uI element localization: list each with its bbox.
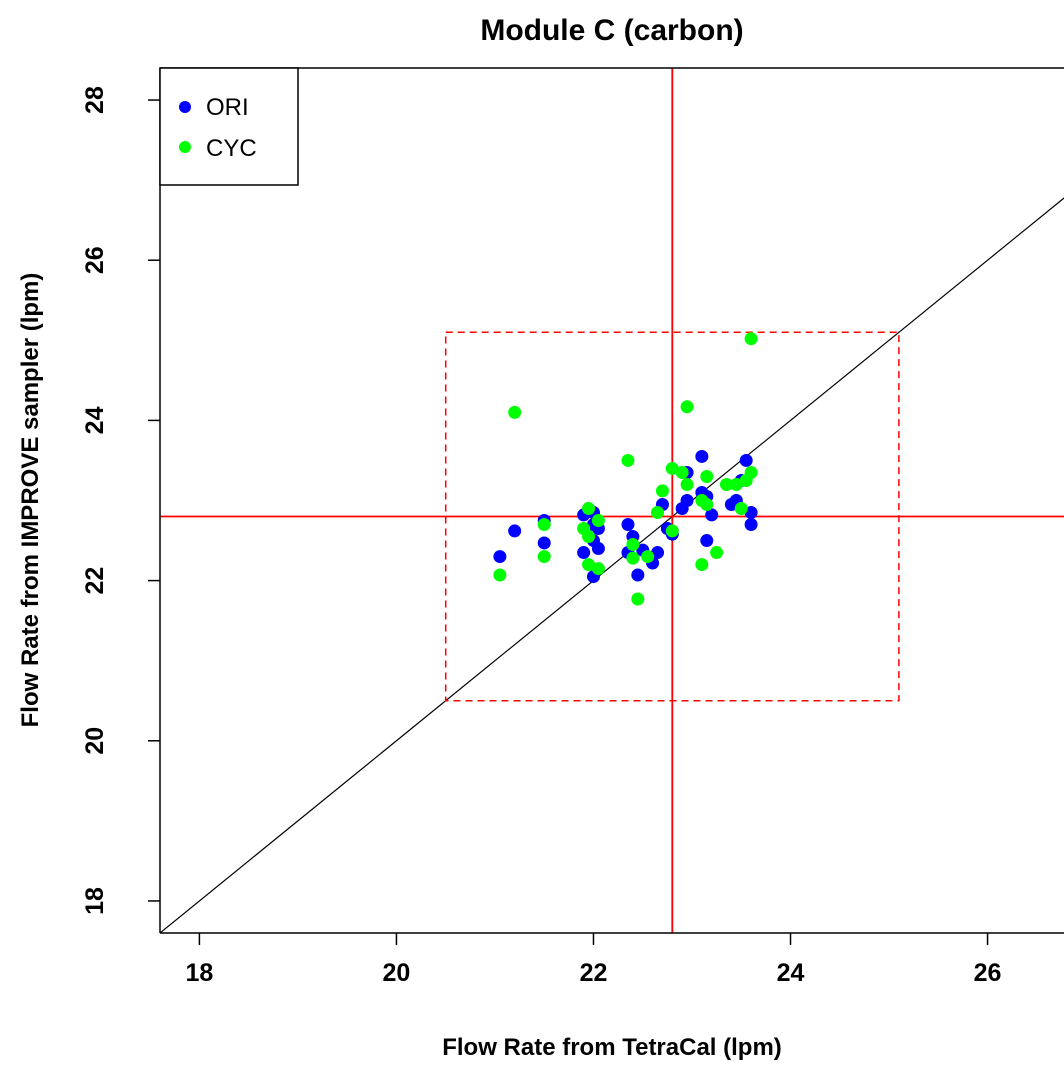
data-point-ori bbox=[744, 506, 758, 520]
data-point-cyc bbox=[537, 518, 551, 532]
y-tick-label: 18 bbox=[81, 887, 109, 915]
data-point-ori bbox=[591, 542, 605, 556]
legend-box bbox=[159, 67, 299, 186]
data-point-cyc bbox=[582, 558, 596, 572]
identity-line bbox=[160, 197, 1064, 933]
data-point-ori bbox=[700, 534, 714, 548]
x-tick-label: 22 bbox=[580, 959, 608, 987]
legend-label-cyc: CYC bbox=[206, 135, 257, 162]
data-point-ori bbox=[508, 524, 522, 538]
data-point-cyc bbox=[493, 568, 507, 582]
data-point-cyc bbox=[626, 538, 640, 552]
data-point-cyc bbox=[631, 592, 645, 606]
data-point-cyc bbox=[626, 551, 640, 565]
x-tick-label: 26 bbox=[974, 959, 1002, 987]
x-tick-label: 18 bbox=[186, 959, 214, 987]
x-tick-label: 24 bbox=[777, 959, 805, 987]
data-point-cyc bbox=[744, 465, 758, 479]
data-point-cyc bbox=[710, 546, 724, 560]
x-tick-label: 20 bbox=[383, 959, 411, 987]
y-tick-label: 28 bbox=[81, 86, 109, 114]
data-point-ori bbox=[744, 518, 758, 532]
data-point-cyc bbox=[665, 461, 679, 475]
legend-marker-ori bbox=[179, 101, 191, 113]
data-point-cyc bbox=[729, 477, 743, 491]
data-point-cyc bbox=[680, 477, 694, 491]
data-point-cyc bbox=[675, 465, 689, 479]
data-point-cyc bbox=[651, 506, 665, 520]
data-point-ori bbox=[631, 568, 645, 582]
legend-marker-cyc bbox=[179, 141, 191, 153]
data-point-cyc bbox=[655, 484, 669, 498]
y-tick-label: 20 bbox=[81, 727, 109, 755]
legend: ORI CYC bbox=[159, 67, 299, 186]
data-point-ori bbox=[739, 453, 753, 467]
data-point-cyc bbox=[621, 453, 635, 467]
data-point-cyc bbox=[591, 514, 605, 528]
data-point-ori bbox=[705, 508, 719, 522]
data-point-ori bbox=[621, 518, 635, 532]
y-tick-label: 24 bbox=[81, 406, 109, 434]
data-point-ori bbox=[537, 536, 551, 550]
data-point-ori bbox=[651, 546, 665, 560]
data-point-cyc bbox=[665, 524, 679, 538]
data-point-ori bbox=[680, 494, 694, 507]
x-axis-label: Flow Rate from TetraCal (lpm) bbox=[442, 1034, 782, 1061]
data-point-cyc bbox=[591, 562, 605, 576]
data-point-cyc bbox=[680, 400, 694, 414]
data-point-cyc bbox=[700, 469, 714, 483]
chart-title: Module C (carbon) bbox=[480, 14, 743, 47]
data-point-cyc bbox=[641, 550, 655, 564]
data-point-ori bbox=[493, 550, 507, 564]
data-point-cyc bbox=[537, 550, 551, 564]
data-point-cyc bbox=[582, 502, 596, 516]
y-axis-label: Flow Rate from IMPROVE sampler (lpm) bbox=[17, 273, 44, 728]
y-tick-label: 22 bbox=[81, 567, 109, 595]
data-point-cyc bbox=[508, 405, 522, 419]
y-axis-ticks: 18 20 22 24 26 28 bbox=[81, 86, 160, 915]
legend-label-ori: ORI bbox=[206, 94, 249, 121]
data-point-ori bbox=[695, 449, 709, 463]
reference-lines bbox=[160, 68, 1064, 933]
y-tick-label: 26 bbox=[81, 246, 109, 274]
data-point-cyc bbox=[744, 332, 758, 346]
data-point-cyc bbox=[695, 558, 709, 572]
data-point-cyc bbox=[700, 498, 714, 512]
data-point-ori bbox=[577, 546, 591, 560]
data-point-cyc bbox=[734, 502, 748, 516]
data-point-cyc bbox=[719, 477, 733, 491]
data-points bbox=[493, 332, 758, 606]
data-point-cyc bbox=[582, 530, 596, 544]
plot-area bbox=[160, 68, 1064, 933]
